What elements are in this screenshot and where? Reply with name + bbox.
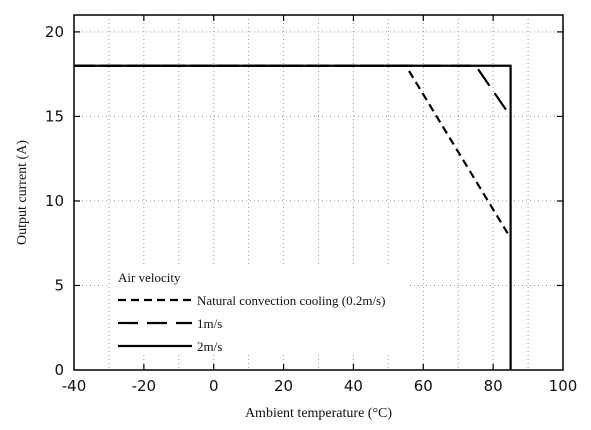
legend-entry-label: 2m/s bbox=[197, 339, 222, 354]
y-tick-label: 20 bbox=[45, 23, 64, 41]
series-group bbox=[74, 64, 512, 370]
series-line-long-dash bbox=[74, 64, 512, 118]
legend-title: Air velocity bbox=[118, 270, 181, 285]
legend-entry-label: Natural convection cooling (0.2m/s) bbox=[197, 293, 385, 308]
series-line-short-dash bbox=[74, 64, 512, 239]
x-tick-label: 100 bbox=[549, 377, 578, 395]
x-tick-label: -40 bbox=[62, 377, 87, 395]
plot-frame bbox=[73, 14, 564, 371]
y-tick-label: 15 bbox=[45, 107, 64, 125]
x-tick-label: 40 bbox=[344, 377, 363, 395]
legend-background bbox=[110, 265, 410, 355]
x-tick-label: 60 bbox=[414, 377, 433, 395]
y-tick-label: 0 bbox=[54, 361, 64, 379]
series-line-solid bbox=[74, 64, 512, 370]
legend: Air velocity Natural convection cooling … bbox=[110, 265, 410, 355]
x-tick-label: -20 bbox=[132, 377, 157, 395]
x-tick-label: 80 bbox=[484, 377, 503, 395]
axis-ticks: -40 -20 0 20 40 60 80 100 0 5 10 15 20 bbox=[45, 15, 577, 395]
y-tick-label: 5 bbox=[54, 276, 64, 294]
x-tick-label: 20 bbox=[274, 377, 293, 395]
x-tick-label: 0 bbox=[209, 377, 219, 395]
y-axis-title: Output current (A) bbox=[15, 140, 30, 245]
x-axis-title: Ambient temperature (°C) bbox=[245, 406, 392, 421]
legend-entry-label: 1m/s bbox=[197, 316, 222, 331]
y-tick-label: 10 bbox=[45, 192, 64, 210]
